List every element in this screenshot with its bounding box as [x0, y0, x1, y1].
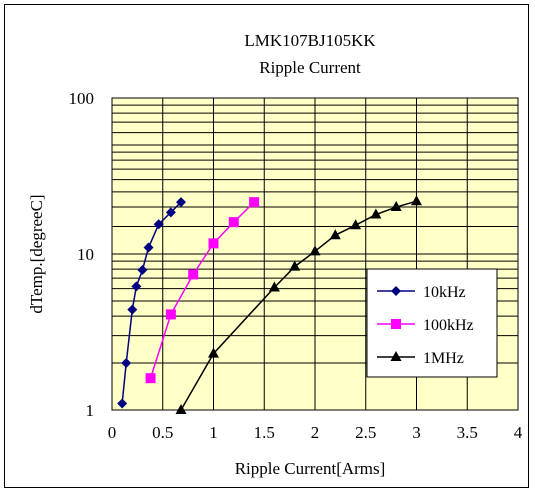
- triangle-marker: [329, 229, 341, 240]
- x-tick-label: 3: [412, 423, 421, 442]
- diamond-marker: [117, 398, 128, 409]
- x-tick-label: 2: [311, 423, 320, 442]
- triangle-marker: [289, 260, 301, 271]
- legend-box: [366, 268, 498, 378]
- chart-title: LMK107BJ105KK: [244, 31, 376, 50]
- triangle-marker: [268, 281, 280, 292]
- triangle-marker: [350, 219, 362, 230]
- x-axis-label: Ripple Current[Arms]: [235, 459, 386, 478]
- y-axis-label: dTemp.[degreeC]: [27, 194, 46, 313]
- legend-label: 1MHz: [423, 350, 464, 367]
- square-marker: [208, 238, 219, 249]
- triangle-marker: [309, 245, 321, 256]
- diamond-marker: [121, 358, 132, 369]
- square-marker: [165, 309, 176, 320]
- diamond-marker: [391, 286, 401, 296]
- series-line: [180, 200, 417, 411]
- triangle-marker: [370, 208, 382, 219]
- plot-border: [111, 97, 519, 411]
- x-tick-label: 1: [209, 423, 218, 442]
- x-tick-label: 4: [514, 423, 523, 442]
- diamond-marker: [176, 197, 187, 208]
- x-tick-label: 1.5: [254, 423, 275, 442]
- legend-item: 10kHz: [377, 284, 466, 301]
- diamond-marker: [131, 281, 142, 292]
- diamond-marker: [143, 242, 154, 253]
- triangle-marker: [175, 404, 187, 414]
- x-tick-label: 2.5: [355, 423, 376, 442]
- y-tick-label: 100: [69, 89, 95, 108]
- square-marker: [249, 197, 260, 208]
- diamond-marker: [153, 219, 164, 230]
- y-tick-label: 10: [77, 245, 94, 264]
- series-100kHz: [145, 197, 260, 384]
- diamond-marker: [137, 264, 148, 275]
- legend-label: 100kHz: [423, 317, 474, 334]
- diamond-marker: [127, 304, 138, 315]
- triangle-marker: [208, 347, 219, 358]
- legend-item: 1MHz: [377, 350, 464, 367]
- legend-label: 10kHz: [423, 284, 466, 301]
- diamond-marker: [165, 207, 176, 218]
- triangle-marker: [390, 351, 402, 361]
- x-tick-label: 3.5: [457, 423, 478, 442]
- x-tick-label: 0.5: [152, 423, 173, 442]
- tick-labels: 0 0.5 1 1.5 2 2.5 3 3.5 4 1 10 100: [69, 89, 523, 442]
- triangle-marker: [411, 195, 422, 206]
- square-marker: [228, 217, 239, 228]
- chart-subtitle: Ripple Current: [259, 58, 361, 77]
- series-10kHz: [117, 197, 187, 409]
- square-marker: [188, 269, 199, 280]
- square-marker: [145, 373, 156, 384]
- y-tick-label: 1: [86, 401, 95, 420]
- square-marker: [391, 319, 401, 329]
- x-tick-label: 0: [108, 423, 117, 442]
- legend: 10kHz 100kHz 1MHz: [366, 268, 498, 378]
- legend-item: 100kHz: [377, 317, 474, 334]
- grid-lines: [111, 97, 519, 411]
- triangle-marker: [390, 201, 402, 212]
- series-1MHz: [175, 195, 422, 414]
- series-layer: [117, 195, 422, 414]
